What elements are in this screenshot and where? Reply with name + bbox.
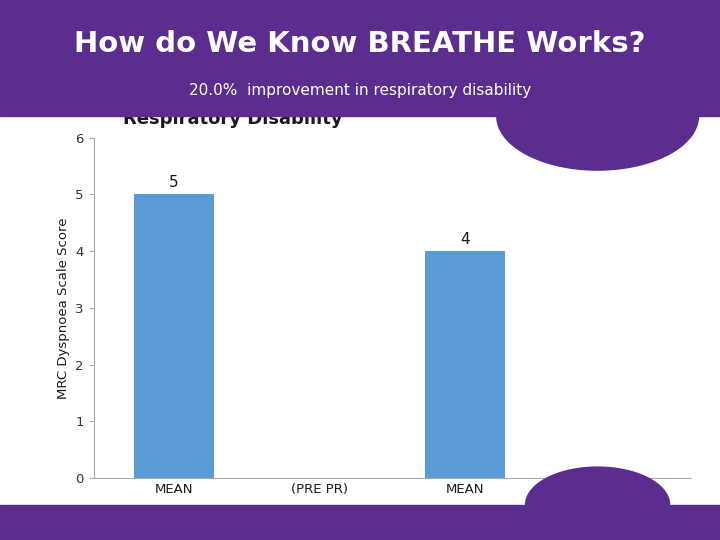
Text: 4: 4 bbox=[461, 232, 470, 247]
Text: How do We Know BREATHE Works?: How do We Know BREATHE Works? bbox=[74, 30, 646, 58]
Y-axis label: MRC Dyspnoea Scale Score: MRC Dyspnoea Scale Score bbox=[57, 217, 70, 399]
Text: 5: 5 bbox=[169, 176, 179, 191]
Text: Respiratory Disability: Respiratory Disability bbox=[124, 110, 343, 128]
Text: 20.0%  improvement in respiratory disability: 20.0% improvement in respiratory disabil… bbox=[189, 83, 531, 98]
Bar bbox=[426, 251, 505, 478]
Bar bbox=[134, 194, 214, 478]
